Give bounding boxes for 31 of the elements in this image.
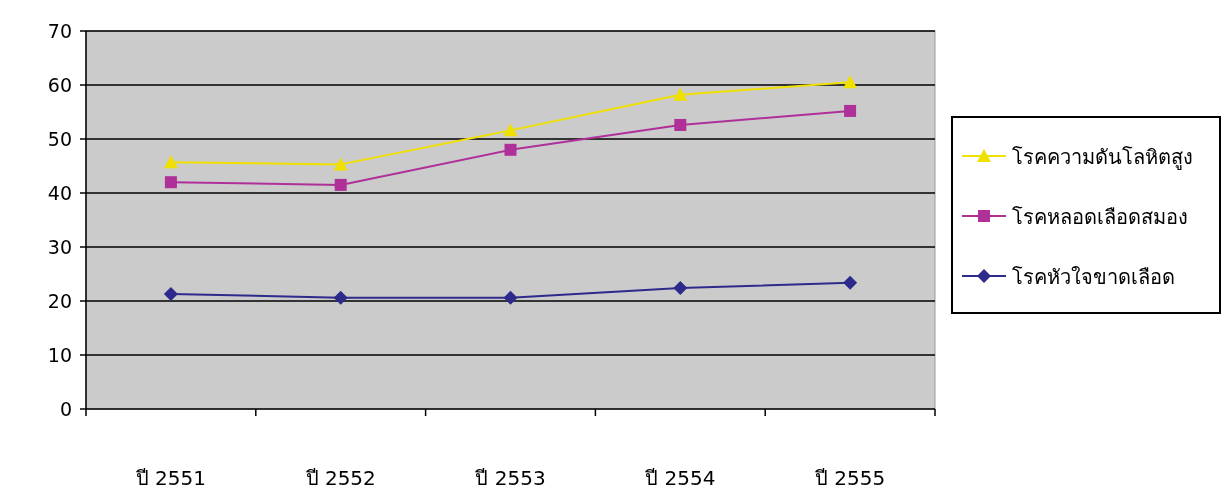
y-tick-label: 30: [47, 236, 72, 258]
point: [673, 87, 688, 101]
x-tick-label: ปี 2552: [305, 466, 376, 490]
point: [333, 290, 348, 305]
legend-label: โรคความดันโลหิตสูง: [1012, 145, 1193, 170]
legend-label: โรคหลอดเลือดสมอง: [1012, 205, 1188, 229]
y-tick-label: 60: [47, 74, 72, 96]
x-tick-label: ปี 2555: [814, 466, 886, 490]
y-tick-label: 20: [47, 290, 72, 312]
point: [843, 275, 858, 290]
y-tick-label: 50: [47, 128, 72, 150]
point: [843, 75, 858, 89]
point: [504, 143, 517, 156]
point: [164, 176, 177, 189]
y-tick-label: 70: [47, 20, 72, 42]
point: [163, 155, 178, 169]
y-tick-label: 40: [47, 182, 72, 204]
y-tick-label: 0: [59, 398, 72, 420]
point: [333, 157, 348, 171]
point: [334, 178, 347, 191]
point: [503, 123, 518, 137]
point: [673, 281, 688, 296]
x-tick-label: ปี 2553: [475, 466, 546, 490]
x-tick-label: ปี 2554: [645, 466, 716, 490]
point: [844, 104, 857, 117]
legend-label: โรคหัวใจขาดเลือด: [1012, 265, 1175, 289]
y-tick-label: 10: [47, 344, 72, 366]
x-tick-label: ปี 2551: [135, 466, 207, 490]
point: [163, 286, 178, 301]
point: [503, 290, 518, 305]
point: [674, 118, 687, 131]
